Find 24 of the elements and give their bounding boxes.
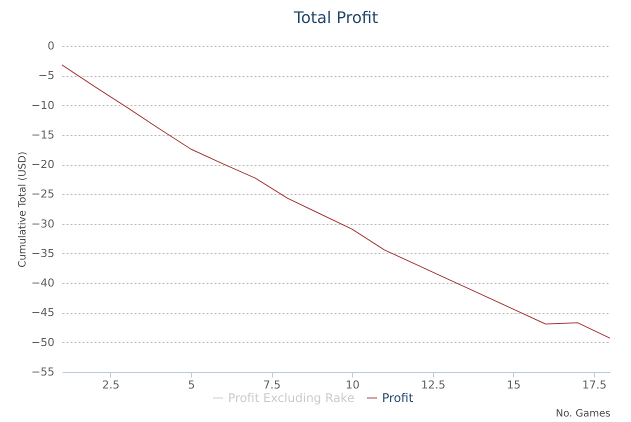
x-tick-label: 15 [506, 378, 521, 392]
chart-title: Total Profit [292, 8, 378, 27]
y-tick-label: 0 [48, 40, 54, 52]
legend-label: Profit [382, 391, 414, 405]
y-tick-label: −40 [31, 276, 54, 290]
x-axis-title: No. Games [556, 408, 610, 420]
y-tick-label: −35 [31, 246, 54, 260]
y-tick-label: −25 [31, 188, 54, 201]
y-tick-label: −20 [31, 158, 54, 172]
x-tick-label: 12.5 [420, 378, 446, 392]
x-tick-label: 10 [346, 378, 360, 392]
x-tick-label: 7.5 [263, 378, 281, 392]
y-tick-label: −45 [31, 306, 54, 320]
y-tick-label: −50 [31, 336, 54, 349]
x-tick-label: 2.5 [102, 378, 120, 392]
x-tick-label: 17.5 [582, 378, 607, 392]
x-tick-label: 5 [188, 378, 195, 392]
y-tick-label: −15 [31, 128, 54, 142]
y-tick-label: −5 [38, 69, 54, 82]
y-axis-title: Cumulative Total (USD) [17, 151, 28, 268]
line-series [62, 64, 610, 339]
y-tick-label: −10 [31, 98, 54, 112]
y-tick-label: −30 [31, 217, 54, 230]
y-tick-label: −55 [31, 366, 54, 378]
